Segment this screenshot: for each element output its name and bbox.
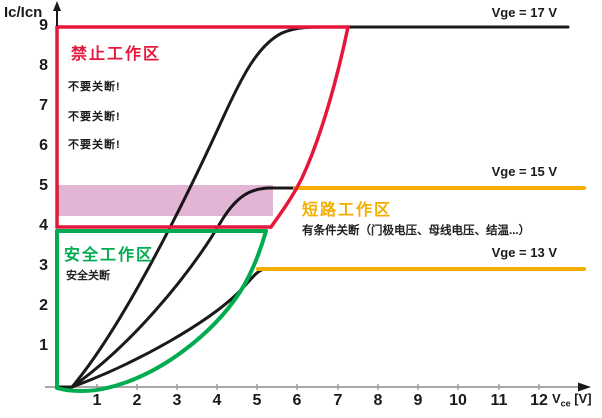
y-tick-9: 9 <box>39 17 48 34</box>
short-circuit-region-title: 短路工作区 <box>302 202 393 219</box>
y-tick-8: 8 <box>39 57 48 74</box>
x-tick-12: 12 <box>530 392 548 409</box>
forbidden-region-outline <box>55 25 350 229</box>
x-tick-11: 11 <box>490 392 508 409</box>
short-circuit-lines <box>256 186 586 271</box>
x-axis-title-sub: ce <box>560 398 571 409</box>
x-tick-7: 7 <box>333 392 343 409</box>
y-tick-2: 2 <box>39 297 48 314</box>
short-circuit-region-subtitle: 有条件关断（门极电压、母线电压、结温...） <box>302 225 531 237</box>
x-tick-4: 4 <box>212 392 222 409</box>
x-tick-10: 10 <box>449 392 467 409</box>
x-tick-1: 1 <box>92 392 102 409</box>
x-axis <box>45 382 591 392</box>
x-axis-arrow-icon <box>578 382 591 392</box>
x-axis-title: Vce [V] <box>552 391 592 409</box>
label-vge-15: Vge = 15 V <box>491 164 557 179</box>
forbidden-warning-2: 不要关断! <box>68 111 121 123</box>
safe-region-title: 安全工作区 <box>64 247 155 264</box>
y-axis-arrow-icon <box>53 1 61 26</box>
curve-vge15 <box>70 186 298 389</box>
x-tick-2: 2 <box>132 392 142 409</box>
y-tick-1: 1 <box>39 337 48 354</box>
x-tick-8: 8 <box>373 392 383 409</box>
y-tick-3: 3 <box>39 257 48 274</box>
y-tick-6: 6 <box>39 137 48 154</box>
safe-region-outline <box>55 229 268 393</box>
y-axis-title: Ic/Icn <box>4 4 43 21</box>
x-tick-6: 6 <box>292 392 302 409</box>
label-vge-17: Vge = 17 V <box>491 5 557 20</box>
x-axis-title-prefix: V <box>552 391 561 406</box>
y-tick-4: 4 <box>39 217 48 234</box>
y-tick-7: 7 <box>39 97 48 114</box>
x-tick-9: 9 <box>413 392 423 409</box>
curve-vge13 <box>70 267 272 389</box>
forbidden-warning-1: 不要关断! <box>68 81 121 93</box>
y-tick-5: 5 <box>39 177 48 194</box>
x-tick-5: 5 <box>252 392 262 409</box>
pink-highlight-band <box>58 185 273 216</box>
label-vge-13: Vge = 13 V <box>491 245 557 260</box>
safe-region-subtitle: 安全关断 <box>66 270 110 282</box>
forbidden-warning-3: 不要关断! <box>68 139 121 151</box>
x-axis-title-suffix: [V] <box>570 391 592 406</box>
x-tick-3: 3 <box>172 392 182 409</box>
forbidden-region-title: 禁止工作区 <box>71 46 162 63</box>
